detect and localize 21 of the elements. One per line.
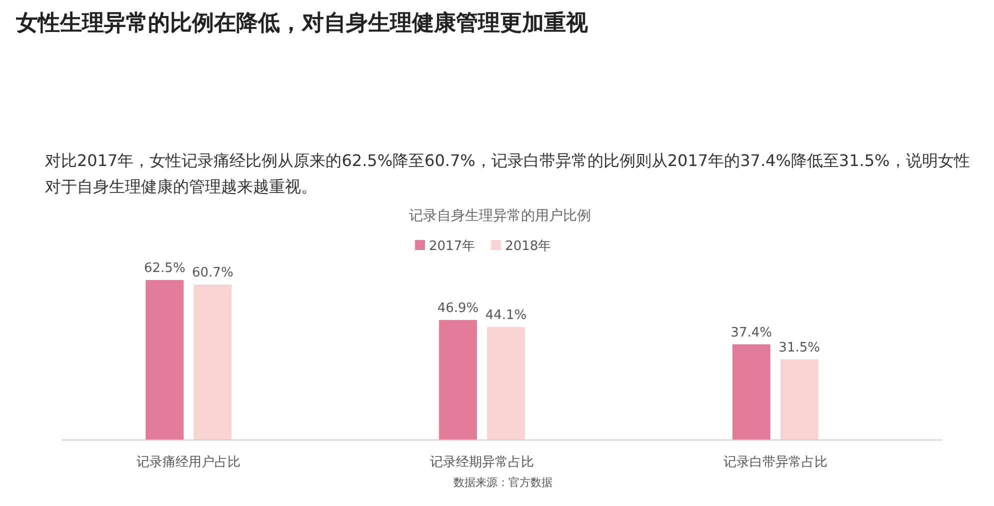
chart-subtitle: 对比2017年，女性记录痛经比例从原来的62.5%降至60.7%，记录白带异常的比例则从2017年的37.4%降低至31.5%，说明女性对于自身生理健康的管理越来越重视。 xyxy=(45,151,970,196)
text: 记录自身生理异常的用户比例 xyxy=(409,208,591,224)
data-label: 62.5% xyxy=(144,261,186,276)
data-label: 46.9% xyxy=(437,300,479,316)
x-tick-label: 记录痛经用户占比 xyxy=(136,455,241,470)
source-note: 数据来源：官方数据 xyxy=(454,476,552,489)
bar xyxy=(487,327,525,440)
x-tick-label: 记录经期异常占比 xyxy=(430,455,534,470)
bar xyxy=(194,284,232,440)
data-label: 60.7% xyxy=(192,266,234,281)
legend-label: 2017年 xyxy=(429,239,476,254)
data-label: 37.4% xyxy=(730,325,772,340)
data-label: 44.1% xyxy=(485,308,527,324)
bar xyxy=(146,280,184,440)
bar xyxy=(732,344,770,440)
chart-title: 女性生理异常的比例在降低，对自身生理健康管理更加重视 xyxy=(15,10,588,36)
bar xyxy=(439,320,477,440)
data-label: 31.5% xyxy=(778,340,820,356)
bar xyxy=(780,359,818,440)
x-tick-label: 记录白带异常占比 xyxy=(723,455,828,470)
legend-label: 2018年 xyxy=(505,239,552,254)
